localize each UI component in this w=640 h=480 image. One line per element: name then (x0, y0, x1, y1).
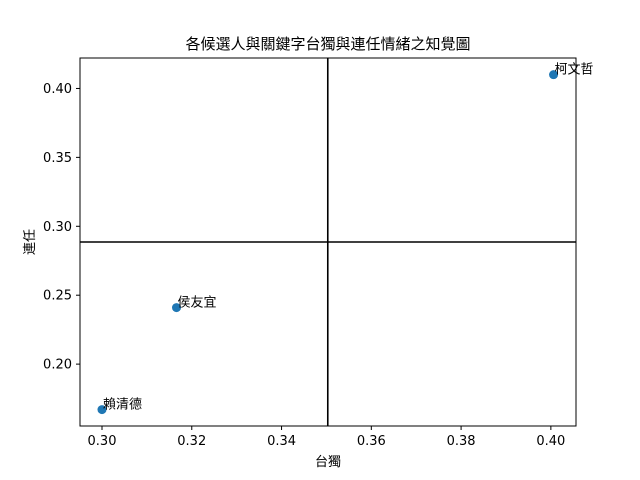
x-tick-label: 0.30 (88, 434, 117, 449)
x-tick-label: 0.34 (267, 434, 296, 449)
data-point (97, 405, 107, 415)
y-tick-label: 0.20 (43, 358, 72, 373)
y-tick-label: 0.40 (43, 82, 72, 97)
y-tick-label: 0.35 (43, 151, 72, 166)
y-tick-label: 0.25 (43, 289, 72, 304)
y-axis-label: 連任 (23, 229, 38, 255)
axes-frame (79, 57, 577, 427)
x-tick-label: 0.32 (177, 434, 206, 449)
y-tick-label: 0.30 (43, 220, 72, 235)
plot-area: 0.30 0.32 0.34 0.36 0.38 0.40 0.20 0.25 0.30 0.35… (43, 57, 594, 449)
data-point-label: 賴清德 (103, 398, 142, 413)
x-tick-label: 0.36 (357, 434, 386, 449)
chart-title: 各候選人與關鍵字台獨與連任情緒之知覺圖 (185, 35, 470, 53)
x-tick-label: 0.38 (447, 434, 476, 449)
data-point (172, 303, 182, 313)
x-axis-label: 台獨 (315, 455, 341, 470)
data-point-label: 侯友宜 (178, 295, 217, 311)
x-tick-label: 0.40 (536, 434, 565, 449)
data-point (549, 70, 559, 80)
data-point-label: 柯文哲 (555, 63, 594, 78)
